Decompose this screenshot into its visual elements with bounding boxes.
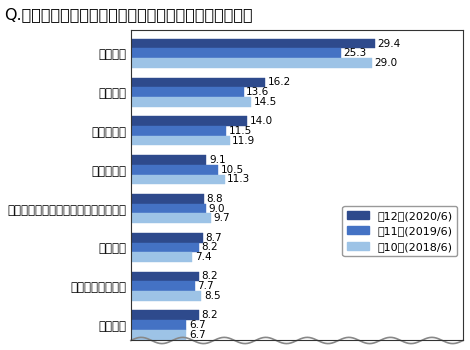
Bar (131, 58, 372, 68)
Text: 14.5: 14.5 (254, 97, 277, 107)
Text: 9.0: 9.0 (208, 204, 225, 214)
Text: 14.0: 14.0 (250, 116, 273, 126)
Text: 8.2: 8.2 (202, 242, 218, 252)
Text: 8.5: 8.5 (204, 291, 220, 301)
Bar (131, 272, 199, 281)
Bar (131, 117, 247, 126)
Bar (131, 281, 195, 291)
Text: 6.7: 6.7 (189, 320, 205, 330)
Text: Q.信頼性や安心感があると思う証券会社はどこですか？: Q.信頼性や安心感があると思う証券会社はどこですか？ (5, 7, 253, 22)
Bar (131, 214, 212, 223)
Text: 8.8: 8.8 (206, 194, 223, 204)
Bar (131, 165, 218, 175)
Bar (131, 233, 203, 243)
Bar (131, 87, 244, 97)
Text: 10.5: 10.5 (220, 165, 243, 175)
Text: 6.7: 6.7 (189, 330, 205, 340)
Bar (131, 49, 341, 58)
Bar (131, 97, 251, 107)
Text: 8.2: 8.2 (202, 272, 218, 281)
Text: 16.2: 16.2 (268, 77, 291, 88)
Text: 9.1: 9.1 (209, 155, 226, 165)
Text: 29.4: 29.4 (377, 38, 401, 49)
Text: 9.7: 9.7 (214, 213, 230, 223)
Bar (131, 194, 204, 204)
Bar (131, 78, 266, 87)
Bar (131, 175, 225, 184)
Bar (131, 320, 187, 330)
Text: 7.7: 7.7 (197, 281, 214, 291)
Bar (131, 310, 199, 320)
Text: 11.9: 11.9 (232, 136, 255, 146)
Text: 7.4: 7.4 (195, 252, 212, 262)
Text: 13.6: 13.6 (246, 87, 269, 97)
Bar (131, 243, 199, 252)
Text: 25.3: 25.3 (344, 48, 367, 58)
Bar (131, 39, 375, 49)
Bar (131, 330, 187, 340)
Text: 8.2: 8.2 (202, 310, 218, 320)
Bar (131, 252, 192, 262)
Text: 11.5: 11.5 (229, 126, 252, 136)
Bar (131, 291, 202, 301)
Text: 11.3: 11.3 (227, 174, 251, 184)
Legend: 第12回(2020/6), 第11回(2019/6), 第10回(2018/6): 第12回(2020/6), 第11回(2019/6), 第10回(2018/6) (342, 206, 457, 256)
Bar (131, 204, 205, 214)
Text: 29.0: 29.0 (374, 58, 397, 68)
Text: 8.7: 8.7 (205, 233, 222, 243)
Bar (131, 136, 230, 146)
Bar (131, 155, 206, 165)
Bar (131, 126, 227, 136)
